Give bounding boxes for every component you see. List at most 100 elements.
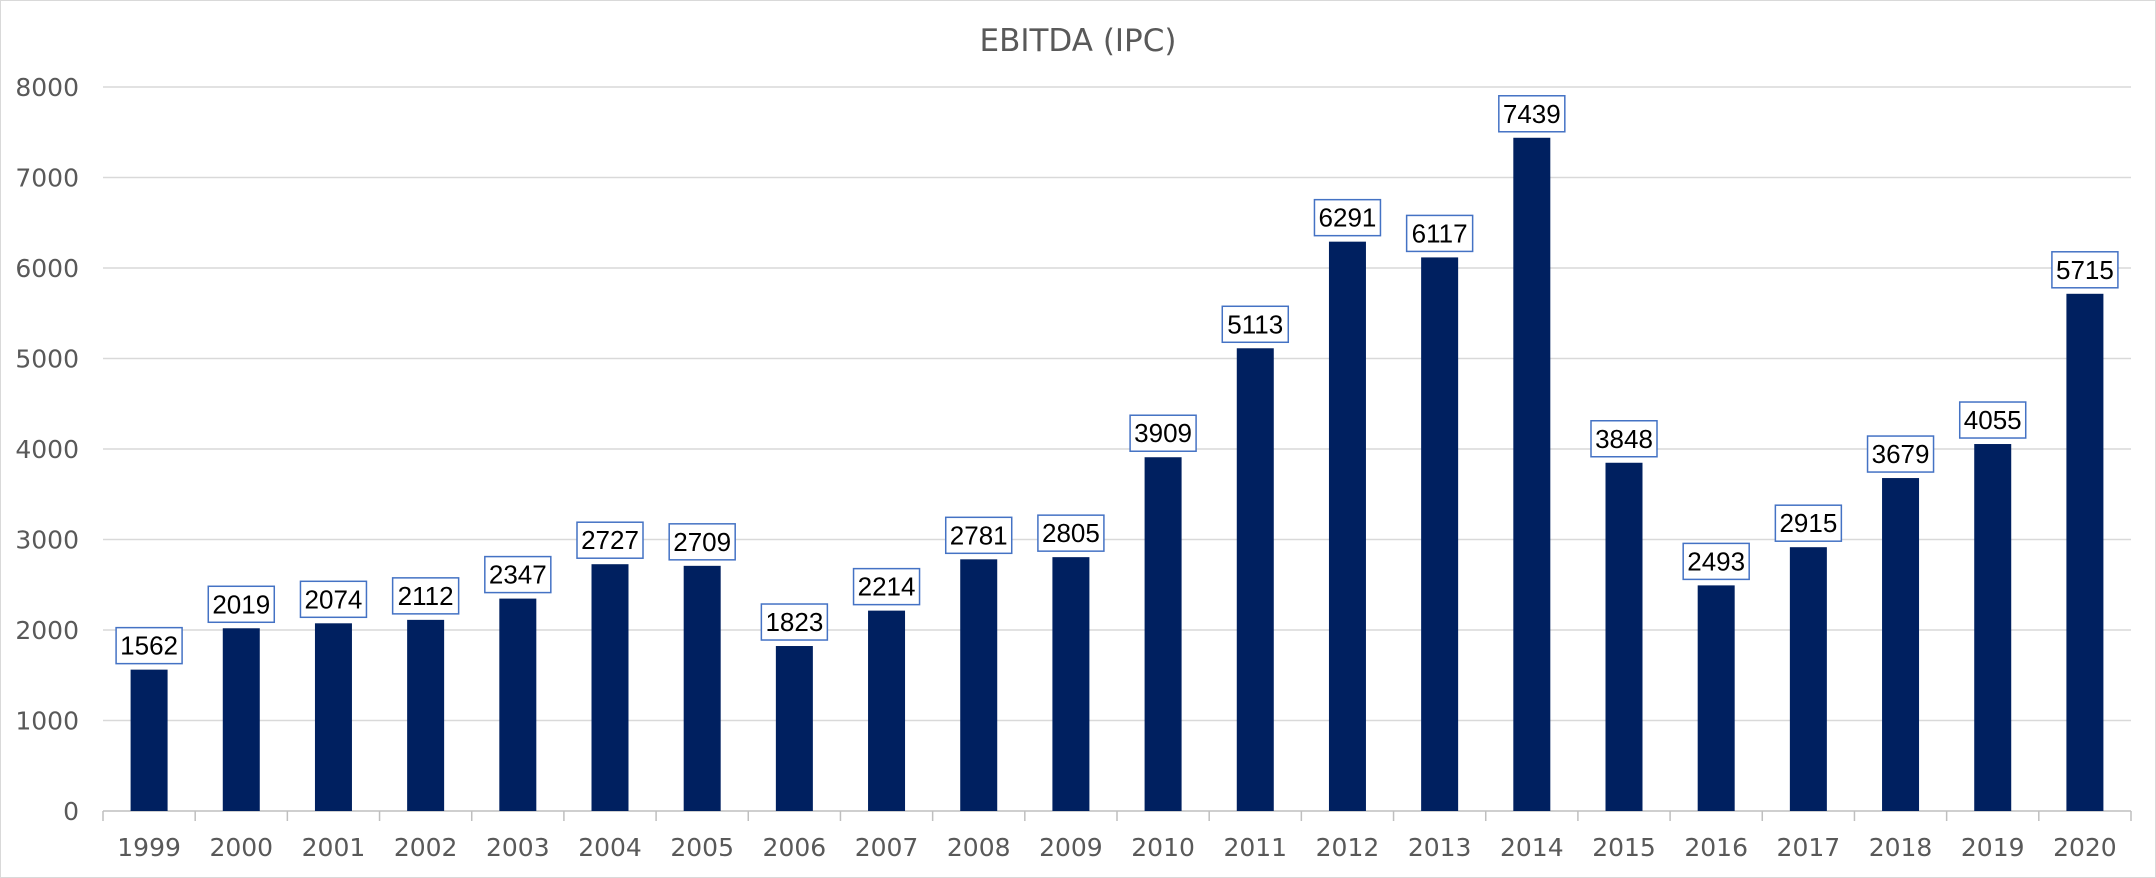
y-tick-label: 6000 [15,254,79,283]
x-tick-label: 2006 [763,833,827,862]
x-tick-label: 2008 [947,833,1011,862]
data-labels: 1562 2019 2074 2112 2347 2727 2709 1823 2214 2781… [115,95,2119,665]
data-label-box [576,521,644,559]
data-label: 2493 [1687,546,1745,576]
y-tick-label: 0 [63,797,79,826]
bar-2005 [683,565,721,811]
data-label-box [944,516,1013,555]
data-label: 2805 [1042,518,1100,548]
x-tick-label: 2014 [1500,833,1564,862]
data-label-box [1313,198,1382,237]
data-label-box [1129,414,1197,452]
data-label: 2781 [950,520,1008,550]
data-label: 3848 [1595,424,1653,454]
x-tick-label: 2016 [1684,833,1748,862]
bar-2019 [1974,444,2012,811]
bars [130,137,2104,812]
data-label: 2074 [305,584,363,614]
data-label-box [760,603,829,641]
data-label: 4055 [1964,405,2022,435]
x-tick-label: 2004 [578,833,642,862]
bar-2009 [1052,557,1090,811]
data-label: 2214 [858,572,916,602]
data-label: 2112 [398,581,454,611]
data-label-box [391,577,460,615]
x-tick-label: 2017 [1777,833,1841,862]
data-label-box [207,585,276,624]
data-label: 5715 [2056,255,2114,285]
axes: 0 1000 2000 3000 4000 5000 6000 7000 8000 1999 200… [15,73,2132,862]
y-tick-label: 5000 [15,345,79,374]
data-label-box [852,567,921,606]
data-label: 5113 [1227,309,1283,339]
bar-2011 [1236,348,1274,811]
data-label: 2709 [673,527,731,557]
x-tick-label: 2013 [1408,833,1472,862]
data-label-box [1866,435,1935,473]
data-label: 3909 [1134,418,1192,448]
x-tick-label: 2003 [486,833,550,862]
bar-2017 [1789,547,1827,811]
y-tick-label: 7000 [15,164,79,193]
data-label-box [1498,95,1566,133]
x-tick-label: 2009 [1039,833,1103,862]
data-label-box [484,555,552,594]
x-tick-label: 2000 [209,833,273,862]
y-tick-label: 4000 [15,435,79,464]
bar-2015 [1605,462,1643,811]
data-label: 1562 [120,631,178,661]
bar-1999 [130,669,168,811]
x-tick-label: 2002 [394,833,458,862]
x-tick-label: 2010 [1131,833,1195,862]
data-label: 6291 [1319,203,1377,233]
bar-2006 [775,646,813,811]
bar-2000 [222,628,260,811]
bar-2016 [1697,585,1735,811]
data-label-box [1958,401,2027,439]
x-tick-label: 2001 [302,833,366,862]
x-tick-label: 2007 [855,833,919,862]
data-label: 6117 [1412,218,1468,248]
bar-2018 [1882,478,1920,811]
bar-2020 [2066,293,2104,812]
x-tick-label: 1999 [117,833,181,862]
data-label-box [1774,504,1843,542]
x-tick-label: 2005 [670,833,734,862]
data-label: 1823 [765,607,823,637]
bar-2010 [1144,457,1182,811]
data-label-box [1590,420,1658,458]
data-label: 3679 [1872,439,1930,469]
data-label-box [1405,214,1474,253]
data-label: 2915 [1779,508,1837,538]
x-tick-label: 2018 [1869,833,1933,862]
x-tick-label: 2019 [1961,833,2025,862]
bar-2014 [1513,137,1551,811]
bar-2001 [314,623,352,811]
y-tick-label: 3000 [15,526,79,555]
bar-2013 [1421,257,1459,811]
x-tick-label: 2012 [1316,833,1380,862]
data-label: 7439 [1503,99,1561,129]
data-label: 2347 [489,560,547,590]
bar-2004 [591,564,629,811]
bar-2003 [499,598,537,811]
bar-2012 [1328,241,1366,812]
y-tick-label: 2000 [15,616,79,645]
data-label: 2727 [581,525,639,555]
x-tick-label: 2015 [1592,833,1656,862]
x-tick-label: 2020 [2053,833,2117,862]
data-label-box [1221,305,1290,344]
data-label: 2019 [212,589,270,619]
data-label-box [1037,514,1105,552]
bar-2008 [960,559,998,811]
y-tick-label: 8000 [15,73,79,102]
bar-2007 [868,610,906,811]
bar-2002 [407,619,445,811]
y-tick-label: 1000 [15,707,79,736]
data-label-box [1682,542,1750,581]
x-tick-label: 2011 [1223,833,1287,862]
data-label-box [2051,251,2119,289]
data-label-box [668,523,736,561]
